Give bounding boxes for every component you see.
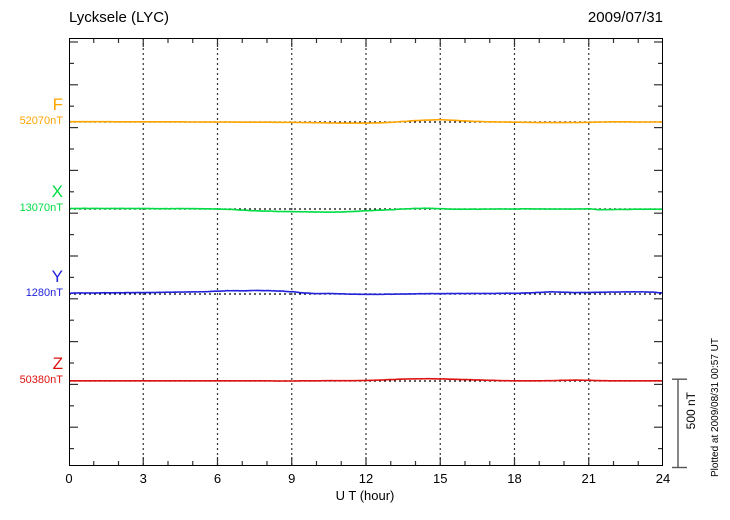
- x-axis-label: U T (hour): [335, 488, 395, 503]
- component-letter-z: Z: [52, 354, 63, 373]
- component-letter-x: X: [51, 182, 63, 201]
- observation-date: 2009/07/31: [587, 9, 663, 26]
- plotted-timestamp: Plotted at 2009/08/31 00:57 UT: [710, 338, 721, 477]
- scale-bar: [672, 378, 687, 469]
- plot-area: [69, 38, 663, 466]
- component-baseline-f: 52070nT: [19, 115, 63, 127]
- x-tick-label-6: 6: [213, 471, 222, 486]
- component-label-x: X 13070nT: [20, 183, 63, 214]
- component-label-f: F 52070nT: [20, 96, 63, 127]
- x-tick-label-12: 12: [358, 471, 374, 486]
- component-letter-f: F: [52, 95, 63, 114]
- magnetogram-traces: [69, 38, 663, 466]
- page-title: Lycksele (LYC): [69, 9, 170, 26]
- component-letter-y: Y: [51, 267, 63, 286]
- x-tick-label-24: 24: [655, 471, 671, 486]
- plot-frame: [69, 38, 663, 466]
- component-baseline-y: 1280nT: [25, 287, 63, 299]
- x-tick-label-3: 3: [139, 471, 147, 486]
- x-tick-label-0: 0: [65, 471, 73, 486]
- scale-bar-label: 500 nT: [684, 392, 698, 430]
- x-tick-label-15: 15: [433, 471, 448, 486]
- component-label-y: Y 1280nT: [26, 268, 63, 299]
- x-tick-label-18: 18: [507, 471, 522, 486]
- x-tick-label-9: 9: [288, 471, 296, 486]
- component-baseline-x: 13070nT: [19, 202, 63, 214]
- component-label-z: Z 50380nT: [20, 355, 63, 386]
- x-tick-label-21: 21: [581, 471, 596, 486]
- component-baseline-z: 50380nT: [19, 374, 63, 386]
